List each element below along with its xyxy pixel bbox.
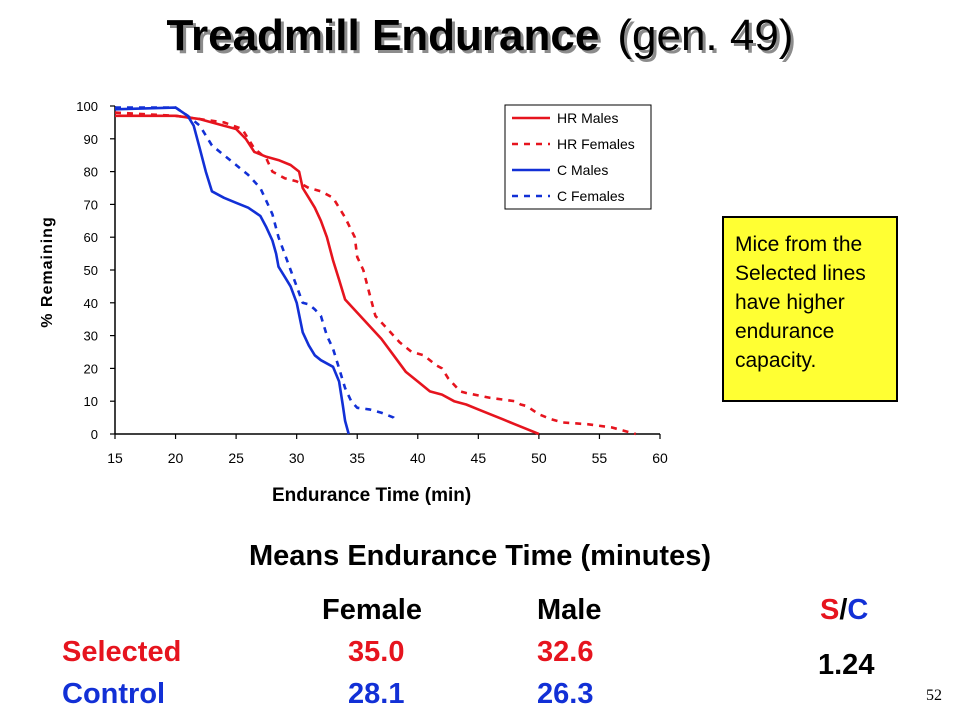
y-tick-label: 80 — [84, 165, 98, 180]
legend-label-c-males: C Males — [557, 162, 608, 178]
y-tick-label: 0 — [91, 427, 98, 442]
y-tick-label: 100 — [76, 99, 98, 114]
y-tick-label: 90 — [84, 132, 98, 147]
x-tick-label: 40 — [410, 450, 426, 466]
y-tick-label: 30 — [84, 329, 98, 344]
y-axis-label: % Remaining — [39, 216, 56, 327]
legend-box — [504, 104, 652, 210]
series-line-hr-females — [114, 111, 637, 436]
x-tick-label: 35 — [349, 450, 365, 466]
means-table-title: Means Endurance Time (minutes) — [249, 540, 711, 572]
header-ratio: S/C — [820, 590, 868, 630]
chart-legend: HR Males HR Females C Males C Females — [504, 104, 652, 210]
y-tick-label: 20 — [84, 361, 98, 376]
selected-female-value: 35.0 — [348, 636, 405, 668]
row-label-control: Control — [62, 678, 166, 710]
x-tick-label: 30 — [289, 450, 305, 466]
title-generation: (gen. 49) — [617, 11, 794, 60]
page-number: 52 — [926, 687, 942, 704]
y-tick-label: 50 — [84, 263, 98, 278]
series-line-c-females — [115, 106, 399, 424]
ratio-header-char: S — [820, 594, 840, 626]
x-tick-label: 45 — [471, 450, 487, 466]
x-tick-label: 55 — [592, 450, 608, 466]
y-tick-label: 40 — [84, 296, 98, 311]
selected-male-value: 32.6 — [537, 636, 594, 668]
ratio-value: 1.24 — [818, 649, 875, 681]
legend-label-hr-males: HR Males — [557, 110, 618, 126]
x-axis-label: Endurance Time (min) — [272, 485, 471, 506]
y-tick-group: 0 10 20 30 40 50 60 70 80 90 100 — [76, 99, 115, 442]
x-tick-label: 60 — [652, 450, 668, 466]
control-male-value: 26.3 — [537, 678, 594, 710]
y-tick-label: 10 — [84, 394, 98, 409]
x-tick-label: 20 — [168, 450, 184, 466]
callout-box: Mice from the Selected lines have higher… — [722, 216, 898, 402]
legend-items: HR Males HR Females C Males C Females — [512, 110, 635, 204]
header-female: Female — [322, 594, 422, 626]
x-tick-label: 50 — [531, 450, 547, 466]
y-tick-label: 70 — [84, 197, 98, 212]
slide-title: Treadmill Endurance (gen. 49) — [0, 8, 960, 64]
x-tick-group: 15 20 25 30 35 40 45 50 55 60 — [107, 434, 668, 466]
legend-label-hr-females: HR Females — [557, 136, 635, 152]
row-label-selected: Selected — [62, 636, 182, 668]
series-line-c-males — [114, 106, 350, 435]
x-tick-label: 15 — [107, 450, 123, 466]
control-female-value: 28.1 — [348, 678, 405, 710]
ratio-header-char: C — [847, 594, 869, 626]
legend-label-c-females: C Females — [557, 188, 625, 204]
series-line-hr-males — [115, 114, 540, 436]
y-tick-label: 60 — [84, 230, 98, 245]
ratio-header-char: / — [839, 594, 848, 626]
header-male: Male — [537, 594, 602, 626]
x-tick-label: 25 — [228, 450, 244, 466]
title-main: Treadmill Endurance — [166, 11, 600, 60]
series-group — [114, 106, 637, 436]
